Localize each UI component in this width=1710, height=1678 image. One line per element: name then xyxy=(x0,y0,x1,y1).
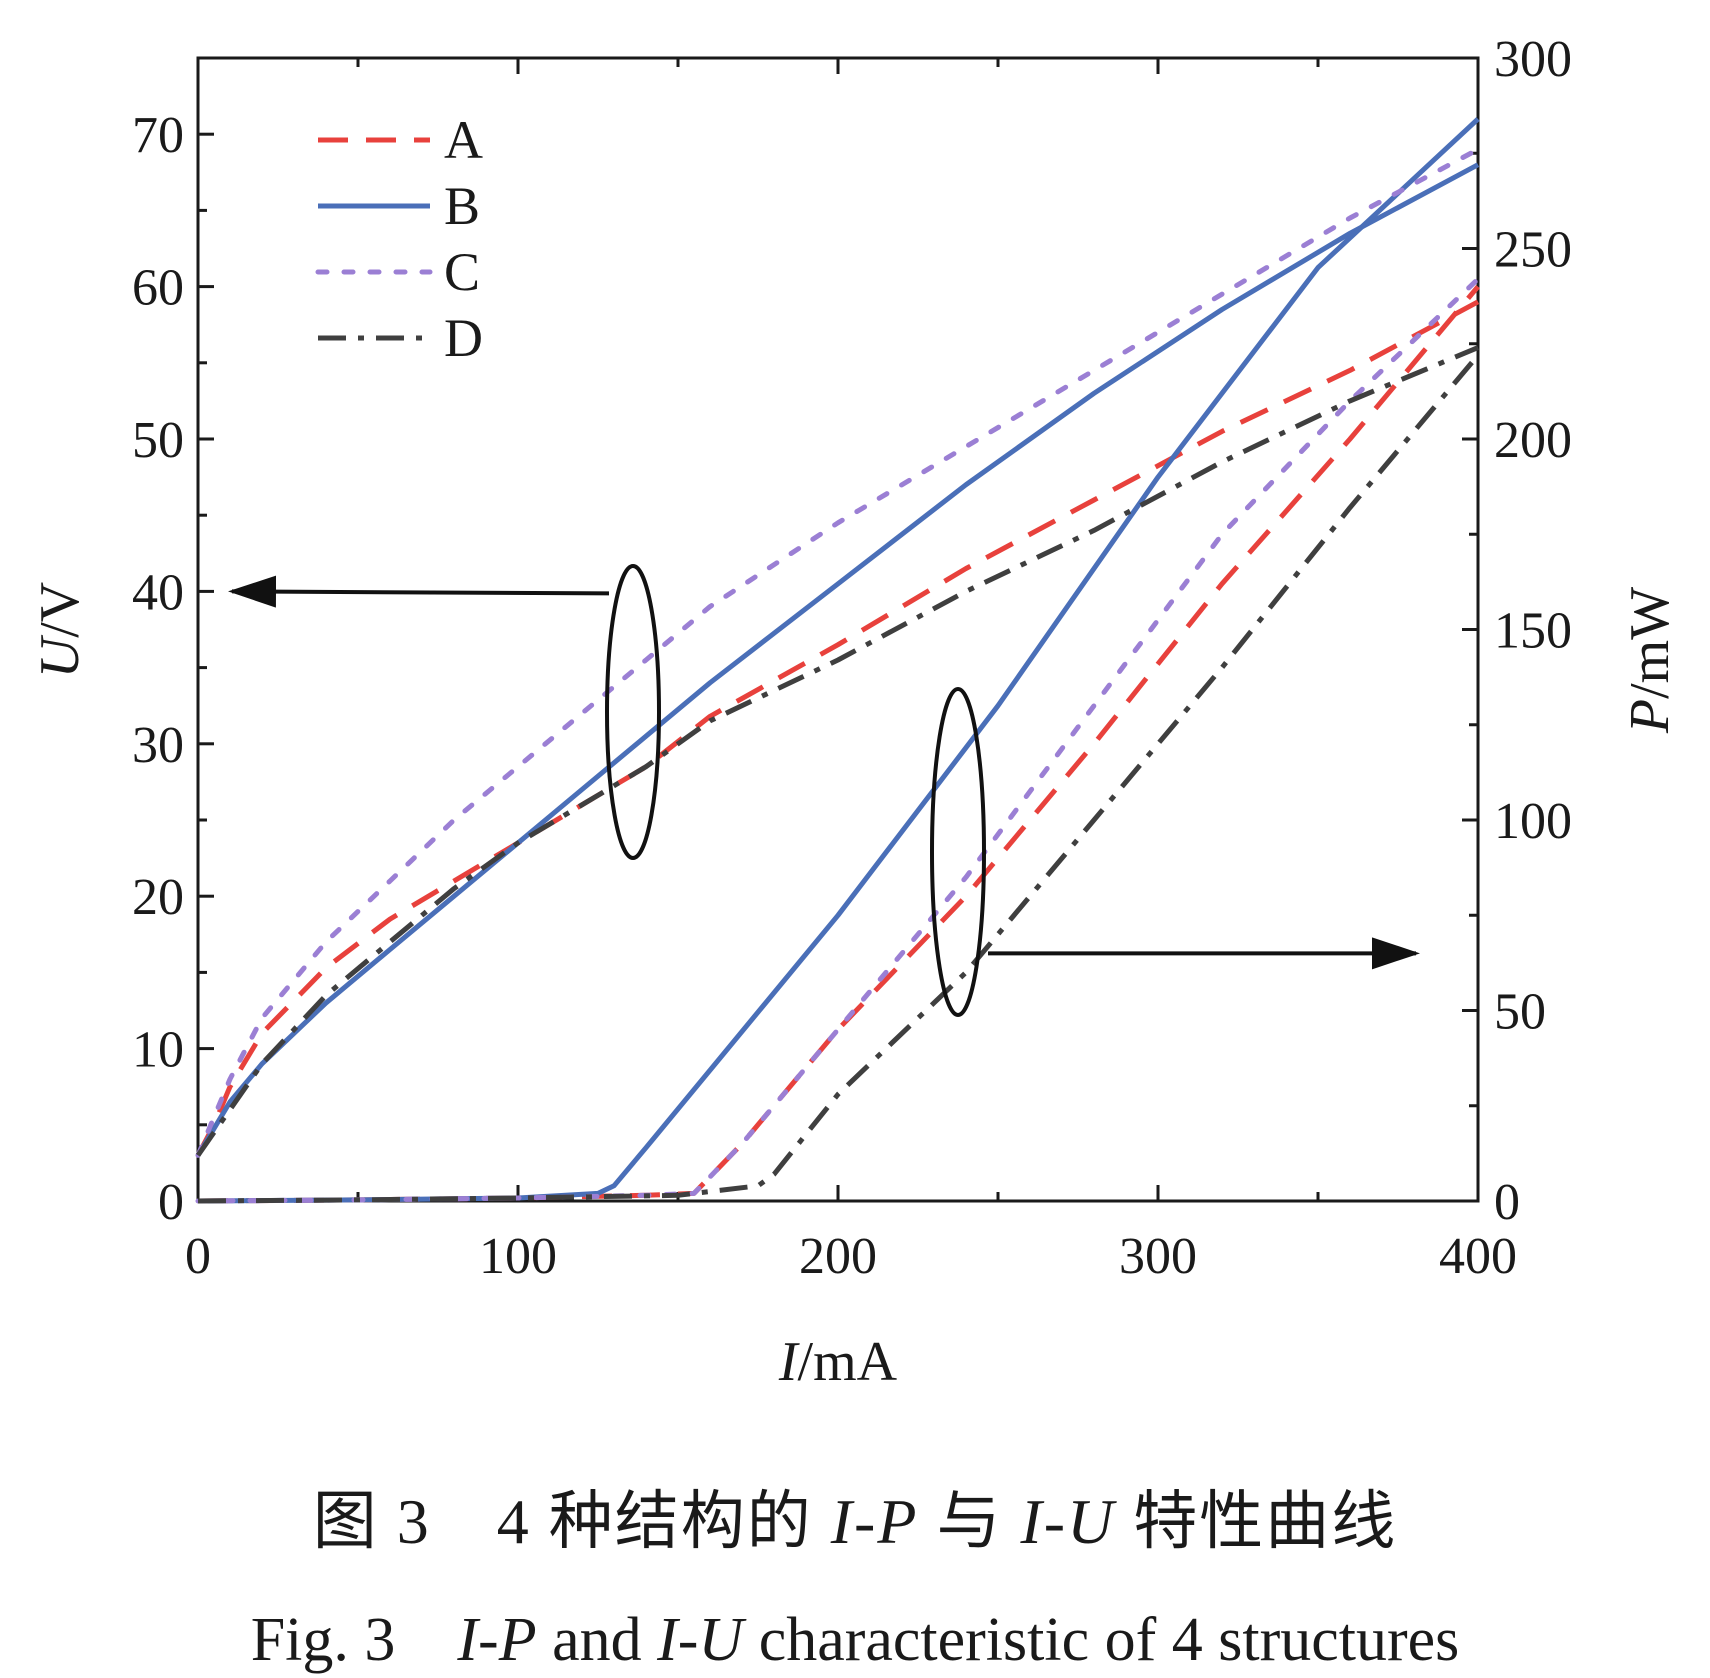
chart: 0 100 200 300 400010203040506070050100150200… xyxy=(29,31,1681,1393)
series-B-iu-line xyxy=(195,162,1480,1157)
annotation-layer xyxy=(228,564,1420,1017)
caption-cn-prefix: 图 3 4 种结构的 xyxy=(312,1486,831,1557)
y-right-tick-label: 150 xyxy=(1494,603,1572,660)
x-tick-label: 400 xyxy=(1439,1228,1517,1285)
y-left-tick-label: 40 xyxy=(132,564,184,621)
x-tick-label: 0 xyxy=(185,1228,211,1285)
y-left-tick-label: 50 xyxy=(132,412,184,469)
annotation-arrow-left xyxy=(228,575,610,608)
y-right-tick-label: 200 xyxy=(1494,412,1572,469)
series-A-iu-line xyxy=(195,299,1480,1157)
y-right-tick-label: 300 xyxy=(1494,31,1572,88)
series-C-ip-line xyxy=(195,276,1481,1204)
legend-label-D: D xyxy=(444,308,483,368)
y-right-axis-title: P/mW xyxy=(1619,587,1681,734)
series-D-iu-line xyxy=(195,345,1479,1157)
y-left-tick-label: 30 xyxy=(132,717,184,774)
x-tick-label: 100 xyxy=(479,1228,557,1285)
series-D-ip-line xyxy=(197,353,1480,1204)
plot-frame xyxy=(196,56,1480,1203)
y-right-tick-label: 250 xyxy=(1494,222,1572,279)
x-tick-label: 200 xyxy=(799,1228,877,1285)
x-axis-title: I/mA xyxy=(778,1331,898,1393)
annotation-ellipse xyxy=(930,687,986,1017)
y-left-tick-label: 10 xyxy=(132,1022,184,1079)
series-layer xyxy=(195,117,1481,1204)
caption-en-ip: I-P xyxy=(457,1606,537,1674)
legend-label-A: A xyxy=(444,110,483,170)
caption-cn-ip: I-P xyxy=(830,1486,919,1557)
axis-ticks: 0 100 200 300 400010203040506070050100150200… xyxy=(132,31,1572,1285)
y-left-tick-label: 60 xyxy=(132,260,184,317)
y-left-tick-label: 0 xyxy=(158,1174,184,1231)
y-left-tick-label: 70 xyxy=(132,107,184,164)
caption-en-suffix: characteristic of 4 structures xyxy=(743,1606,1460,1674)
caption-cn-suffix: 特性曲线 xyxy=(1115,1486,1398,1557)
x-tick-label: 300 xyxy=(1119,1228,1197,1285)
caption-en-mid: and xyxy=(536,1606,658,1674)
series-A-ip-line xyxy=(197,284,1480,1204)
legend-label-B: B xyxy=(444,176,480,236)
annotation-ellipse xyxy=(605,564,661,860)
caption-cn-iu: I-U xyxy=(1020,1486,1116,1557)
y-right-tick-label: 0 xyxy=(1494,1174,1520,1231)
caption-en-prefix: Fig. 3 xyxy=(250,1606,458,1674)
y-right-tick-label: 100 xyxy=(1494,793,1572,850)
y-left-tick-label: 20 xyxy=(132,869,184,926)
y-left-axis-title: U/V xyxy=(29,582,91,678)
caption-chinese: 图 3 4 种结构的 I-P 与 I-U 特性曲线 xyxy=(0,1470,1710,1562)
y-right-tick-label: 50 xyxy=(1494,984,1546,1041)
series-C-iu-line xyxy=(195,146,1481,1158)
caption-en-iu: I-U xyxy=(657,1606,744,1674)
legend-label-C: C xyxy=(444,242,480,302)
caption-cn-mid: 与 xyxy=(918,1486,1021,1557)
caption-english: Fig. 3 I-P and I-U characteristic of 4 s… xyxy=(0,1588,1710,1678)
